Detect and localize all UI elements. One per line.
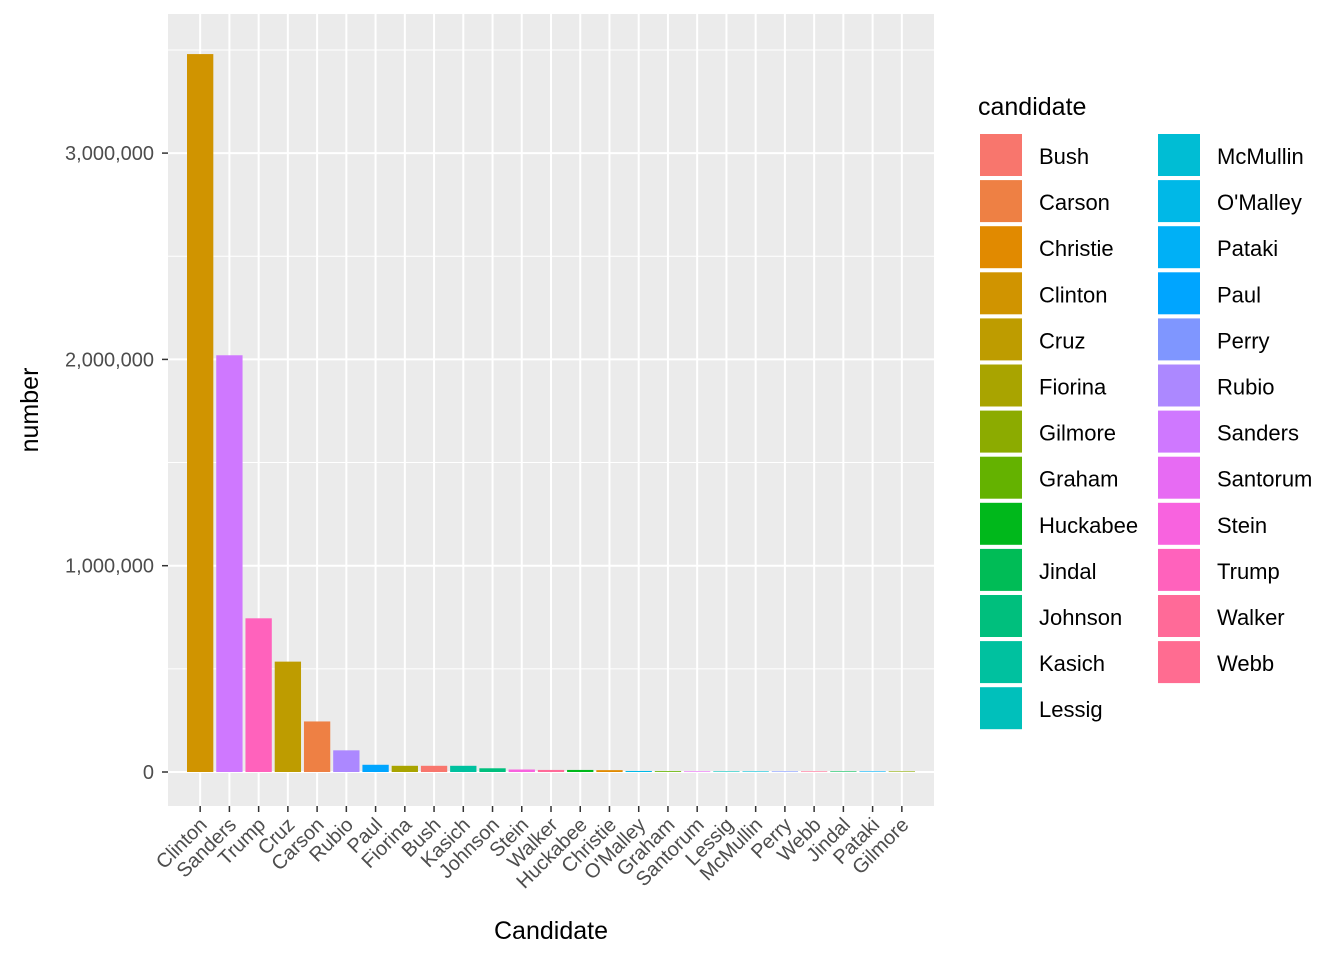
y-tick-label: 0 bbox=[143, 762, 154, 784]
legend-label: Fiorina bbox=[1039, 375, 1107, 400]
bar-trump bbox=[245, 618, 272, 772]
legend-label: Carson bbox=[1039, 190, 1110, 215]
legend-label: Rubio bbox=[1217, 375, 1274, 400]
bar-mcmullin bbox=[742, 771, 769, 772]
legend-key bbox=[1158, 272, 1200, 315]
bar-cruz bbox=[274, 661, 302, 772]
legend-key bbox=[1158, 318, 1200, 361]
legend-key bbox=[980, 595, 1022, 637]
bar-lessig bbox=[713, 771, 740, 772]
legend-label: Christie bbox=[1039, 236, 1114, 261]
legend-key bbox=[980, 226, 1022, 269]
legend-key bbox=[980, 180, 1022, 223]
bar-gilmore bbox=[888, 771, 915, 772]
legend-label: Jindal bbox=[1039, 559, 1096, 584]
legend-key bbox=[980, 548, 1022, 591]
bar-huckabee bbox=[567, 769, 594, 772]
y-tick-label: 3,000,000 bbox=[65, 143, 154, 165]
bar-rubio bbox=[333, 750, 360, 772]
bar-perry bbox=[771, 771, 799, 772]
bar-jindal bbox=[830, 771, 857, 772]
legend-label: Pataki bbox=[1217, 236, 1278, 261]
legend-key bbox=[1158, 548, 1200, 591]
legend-key bbox=[980, 641, 1022, 684]
legend-key bbox=[980, 456, 1022, 499]
legend-key bbox=[980, 318, 1022, 361]
bar-carson bbox=[303, 721, 331, 772]
bar-graham bbox=[654, 771, 682, 772]
legend-key bbox=[1158, 364, 1200, 407]
x-axis: ClintonSandersTrumpCruzCarsonRubioPaulFi… bbox=[152, 806, 913, 893]
legend-label: Santorum bbox=[1217, 467, 1312, 492]
legend-key bbox=[1158, 180, 1200, 223]
legend-key bbox=[980, 687, 1022, 730]
y-tick-label: 2,000,000 bbox=[65, 349, 154, 371]
y-axis: 0 1,000,000 2,000,000 3,000,000 bbox=[65, 143, 168, 784]
bar-pataki bbox=[859, 771, 886, 772]
legend-label: Gilmore bbox=[1039, 421, 1116, 446]
y-axis-title: number bbox=[16, 368, 44, 453]
legend-key bbox=[980, 134, 1022, 176]
legend-label: Kasich bbox=[1039, 651, 1105, 676]
legend-label: Huckabee bbox=[1039, 513, 1138, 538]
y-tick-label: 1,000,000 bbox=[65, 556, 154, 578]
bar-paul bbox=[362, 764, 389, 772]
legend-key bbox=[1158, 502, 1200, 545]
bar-johnson bbox=[479, 768, 506, 772]
legend-label: Graham bbox=[1039, 467, 1118, 492]
bar-clinton bbox=[187, 54, 214, 773]
bar-walker bbox=[537, 769, 565, 772]
legend-label: Sanders bbox=[1217, 421, 1299, 446]
legend-key bbox=[1158, 456, 1200, 499]
legend-label: Clinton bbox=[1039, 282, 1107, 307]
legend-key bbox=[1158, 226, 1200, 269]
legend-key bbox=[980, 272, 1022, 315]
bar-webb bbox=[800, 771, 828, 772]
legend-label: Paul bbox=[1217, 282, 1261, 307]
legend-label: Johnson bbox=[1039, 605, 1122, 630]
legend-key bbox=[1158, 641, 1200, 684]
legend: candidate Bush Carson Christie Clinton Cruz F… bbox=[978, 93, 1312, 730]
bar-christie bbox=[596, 770, 623, 772]
bar-fiorina bbox=[391, 765, 418, 772]
legend-key bbox=[1158, 134, 1200, 176]
bar-sanders bbox=[216, 355, 243, 772]
legend-key bbox=[980, 364, 1022, 407]
legend-key bbox=[980, 502, 1022, 545]
legend-label: O'Malley bbox=[1217, 190, 1302, 215]
legend-key bbox=[1158, 410, 1200, 453]
x-axis-title: Candidate bbox=[494, 917, 608, 945]
bar-kasich bbox=[450, 765, 477, 772]
legend-label: Lessig bbox=[1039, 697, 1103, 722]
legend-label: Bush bbox=[1039, 144, 1089, 169]
legend-label: Perry bbox=[1217, 328, 1270, 353]
legend-title: candidate bbox=[978, 93, 1086, 121]
bar-stein bbox=[508, 769, 535, 772]
bar-omalley bbox=[625, 770, 652, 772]
legend-label: Cruz bbox=[1039, 328, 1085, 353]
legend-label: McMullin bbox=[1217, 144, 1304, 169]
bar-bush bbox=[420, 765, 448, 772]
legend-key bbox=[980, 410, 1022, 453]
legend-key bbox=[1158, 595, 1200, 637]
legend-label: Webb bbox=[1217, 651, 1274, 676]
bars bbox=[187, 54, 915, 773]
legend-label: Stein bbox=[1217, 513, 1267, 538]
legend-label: Trump bbox=[1217, 559, 1280, 584]
bar-santorum bbox=[684, 771, 711, 772]
legend-label: Walker bbox=[1217, 605, 1285, 630]
